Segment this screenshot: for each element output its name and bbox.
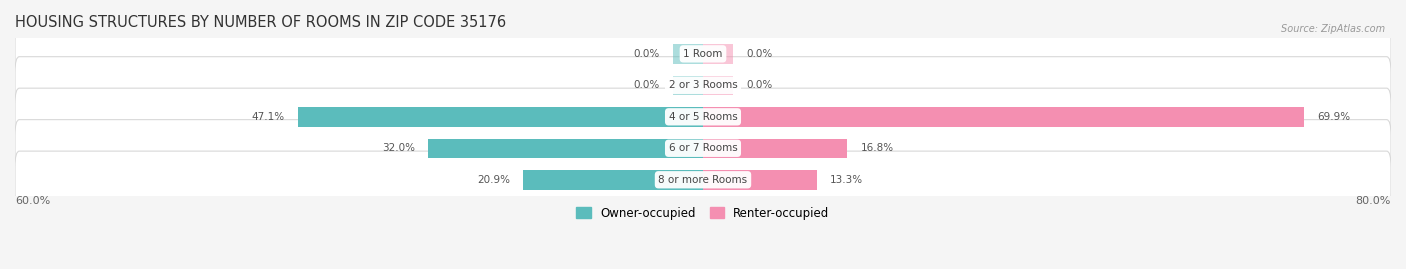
Text: 0.0%: 0.0% xyxy=(634,80,659,90)
Text: 0.0%: 0.0% xyxy=(634,49,659,59)
Bar xyxy=(703,170,817,190)
Text: 60.0%: 60.0% xyxy=(15,196,51,206)
Legend: Owner-occupied, Renter-occupied: Owner-occupied, Renter-occupied xyxy=(572,202,834,224)
Text: 32.0%: 32.0% xyxy=(382,143,415,153)
Text: 16.8%: 16.8% xyxy=(860,143,893,153)
Text: 69.9%: 69.9% xyxy=(1317,112,1350,122)
Text: 47.1%: 47.1% xyxy=(252,112,285,122)
Text: 6 or 7 Rooms: 6 or 7 Rooms xyxy=(669,143,737,153)
Text: 2 or 3 Rooms: 2 or 3 Rooms xyxy=(669,80,737,90)
Bar xyxy=(673,76,703,95)
Text: Source: ZipAtlas.com: Source: ZipAtlas.com xyxy=(1281,24,1385,34)
Bar xyxy=(703,44,733,63)
Bar xyxy=(523,170,703,190)
Text: 20.9%: 20.9% xyxy=(478,175,510,185)
Text: 4 or 5 Rooms: 4 or 5 Rooms xyxy=(669,112,737,122)
Text: 1 Room: 1 Room xyxy=(683,49,723,59)
Bar xyxy=(703,107,1305,127)
Text: 0.0%: 0.0% xyxy=(747,80,772,90)
Text: 80.0%: 80.0% xyxy=(1355,196,1391,206)
Bar xyxy=(427,139,703,158)
FancyBboxPatch shape xyxy=(15,88,1391,146)
Text: 13.3%: 13.3% xyxy=(831,175,863,185)
FancyBboxPatch shape xyxy=(15,25,1391,83)
Bar xyxy=(298,107,703,127)
Bar xyxy=(703,139,848,158)
Bar xyxy=(703,76,733,95)
Text: 8 or more Rooms: 8 or more Rooms xyxy=(658,175,748,185)
Text: 0.0%: 0.0% xyxy=(747,49,772,59)
FancyBboxPatch shape xyxy=(15,120,1391,177)
Text: HOUSING STRUCTURES BY NUMBER OF ROOMS IN ZIP CODE 35176: HOUSING STRUCTURES BY NUMBER OF ROOMS IN… xyxy=(15,15,506,30)
FancyBboxPatch shape xyxy=(15,151,1391,208)
FancyBboxPatch shape xyxy=(15,57,1391,114)
Bar xyxy=(673,44,703,63)
